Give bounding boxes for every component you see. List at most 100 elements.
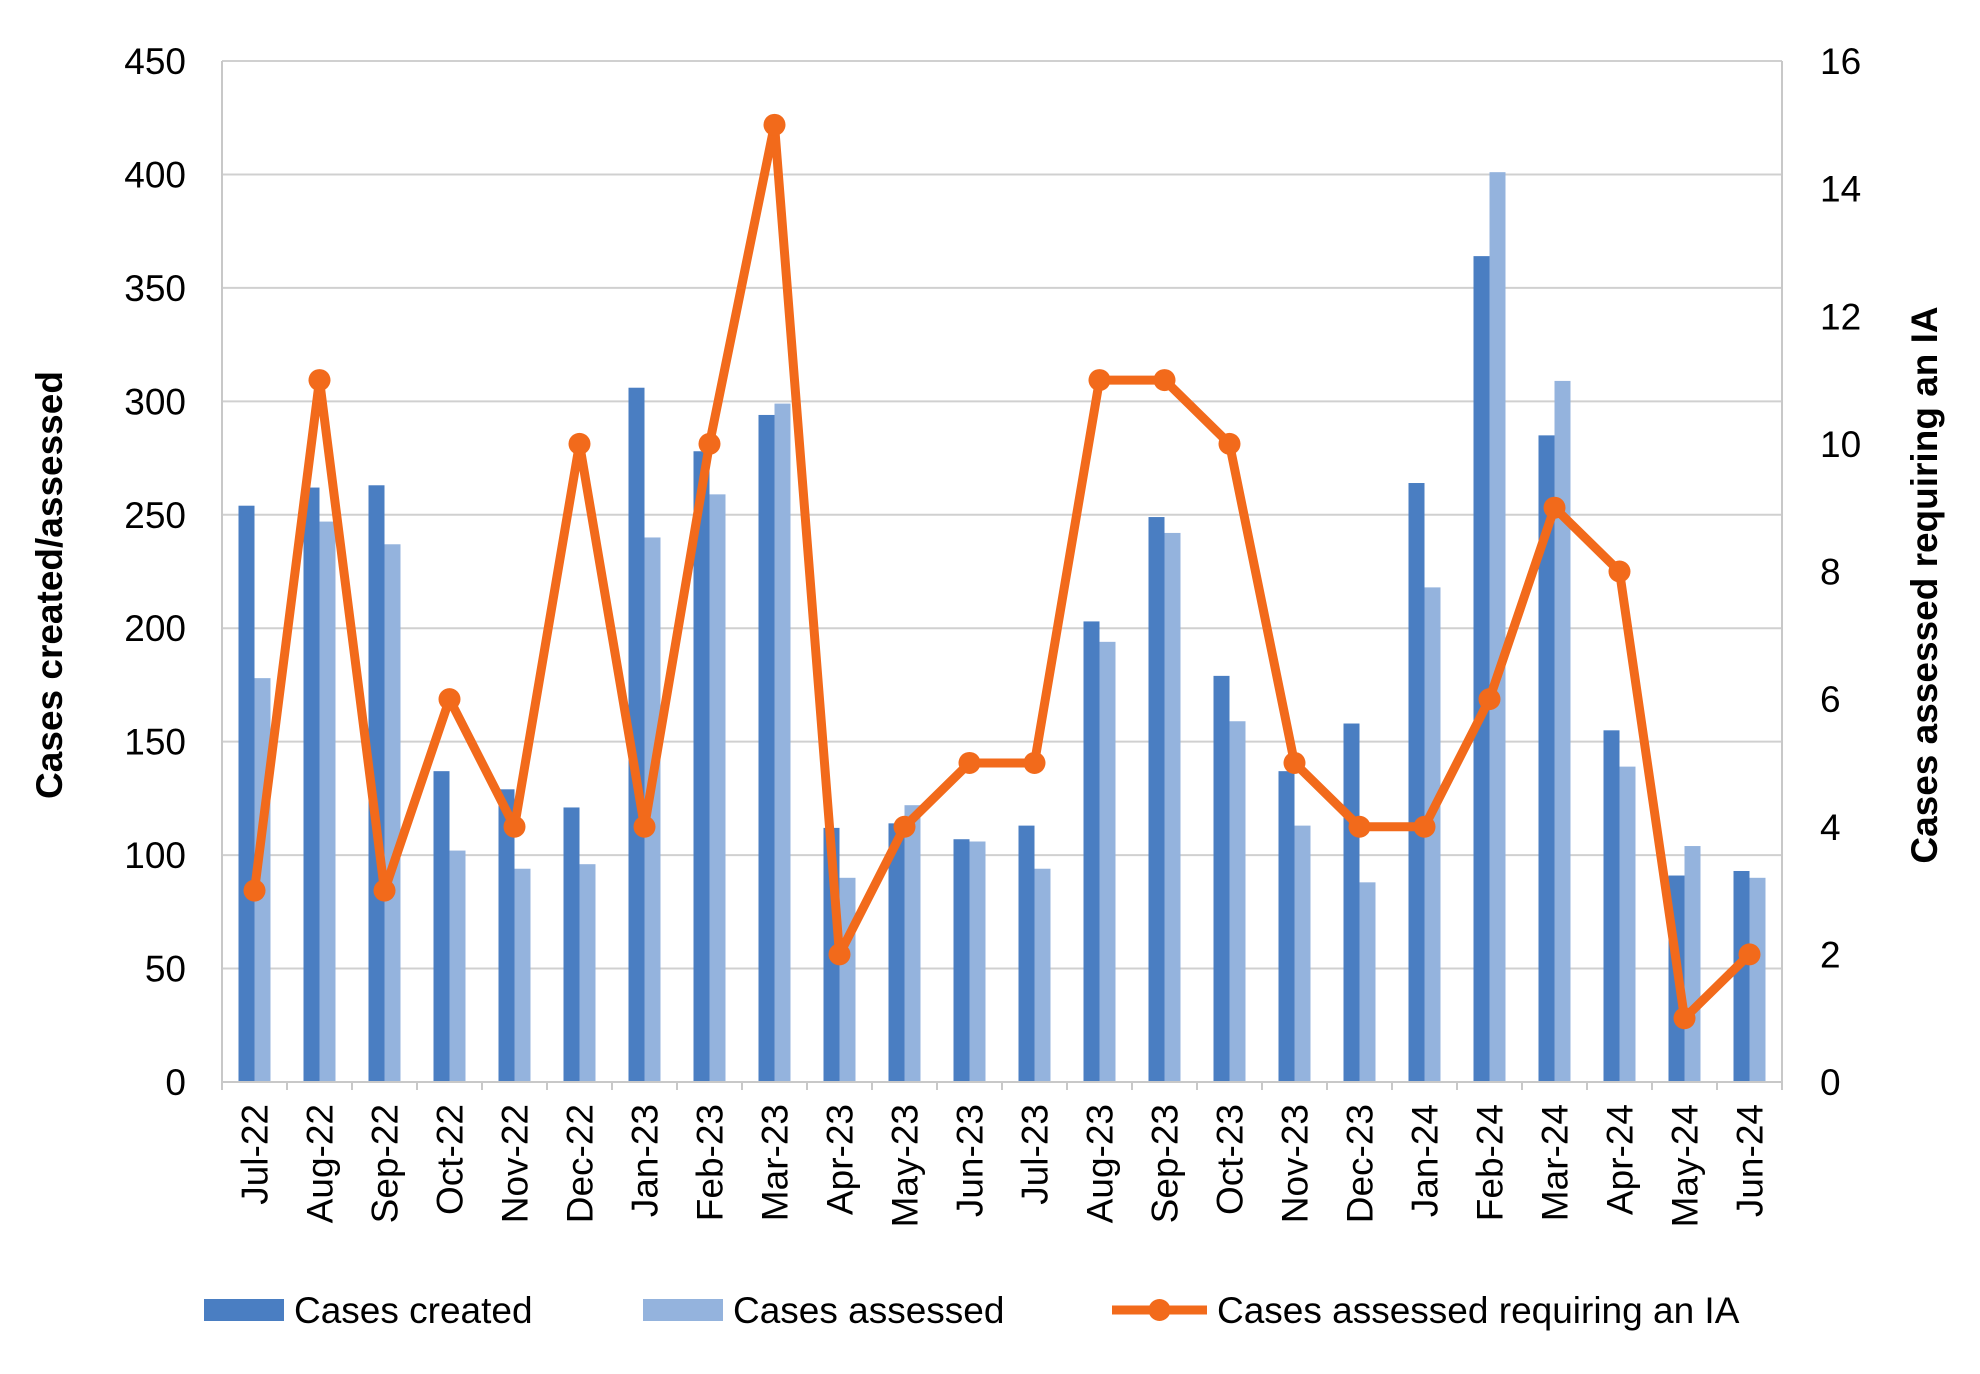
x-tick-label: Sep-22	[365, 1104, 406, 1223]
line-point	[1283, 751, 1306, 774]
bar-cases-assessed	[1619, 766, 1636, 1082]
bar-cases-assessed	[319, 521, 336, 1082]
line-point	[1673, 1007, 1696, 1030]
line-point	[1738, 943, 1761, 966]
bar-cases-assessed	[1424, 587, 1441, 1082]
bar-cases-assessed	[774, 403, 791, 1082]
bar-series	[238, 172, 1766, 1083]
bar-cases-assessed	[1749, 877, 1766, 1082]
bar-cases-created	[238, 505, 255, 1082]
y-tick-label: 100	[124, 835, 186, 876]
x-tick-label: Sep-23	[1145, 1104, 1186, 1223]
bar-cases-created	[1473, 256, 1490, 1082]
bar-cases-created	[1018, 825, 1035, 1082]
bar-cases-assessed	[969, 841, 986, 1082]
legend-label: Cases assessed requiring an IA	[1217, 1290, 1740, 1331]
y2-tick-label: 14	[1820, 169, 1861, 210]
y-tick-label: 150	[124, 722, 186, 763]
legend-item: Cases assessed requiring an IA	[1112, 1290, 1740, 1331]
bar-cases-created	[368, 485, 385, 1082]
x-axis-ticks: Jul-22 Aug-22 Sep-22 Oct-22 Nov-22 Dec-22 Jan-…	[235, 1104, 1771, 1227]
bar-cases-assessed	[449, 850, 466, 1082]
bar-cases-created	[1148, 517, 1165, 1082]
line-point	[1023, 751, 1046, 774]
bar-cases-created	[1213, 675, 1230, 1082]
line-point	[503, 815, 526, 838]
x-tick-label: Jun-24	[1730, 1104, 1771, 1217]
gridlines	[222, 60, 1782, 970]
line-point	[1543, 496, 1566, 519]
line-point	[893, 815, 916, 838]
legend: Cases created Cases assessed Cases assesse…	[204, 1290, 1740, 1331]
legend-marker	[1148, 1299, 1171, 1321]
y-tick-label: 50	[145, 949, 186, 990]
x-tick-label: Jul-23	[1015, 1104, 1056, 1205]
x-tick-label: Aug-23	[1080, 1104, 1121, 1223]
bar-cases-assessed	[384, 544, 401, 1082]
x-tick-label: Dec-22	[560, 1104, 601, 1223]
line-point	[828, 943, 851, 966]
legend-swatch	[643, 1299, 723, 1321]
bar-cases-created	[1343, 723, 1360, 1082]
bar-cases-assessed	[1099, 641, 1116, 1082]
y-axis-ticks: 0 50 100 150 200 250 300 350 400 450	[124, 41, 186, 1103]
legend-label: Cases assessed	[733, 1290, 1004, 1331]
y2-tick-label: 6	[1820, 679, 1841, 720]
bar-cases-created	[433, 771, 450, 1082]
bar-cases-assessed	[1034, 868, 1051, 1082]
line-ia-cases	[250, 120, 1753, 1023]
y2-tick-label: 10	[1820, 424, 1861, 465]
line-point	[958, 751, 981, 774]
bar-cases-assessed	[1684, 846, 1701, 1082]
line-point	[568, 432, 591, 455]
x-tick-label: May-24	[1665, 1104, 1706, 1227]
x-tick-label: Apr-24	[1600, 1104, 1641, 1215]
bar-cases-assessed	[904, 805, 921, 1082]
bar-cases-created	[1278, 771, 1295, 1082]
y2-tick-label: 2	[1820, 934, 1841, 975]
bar-cases-created	[303, 487, 320, 1082]
bar-cases-created	[628, 387, 645, 1083]
bar-cases-created	[953, 839, 970, 1082]
line-point	[308, 369, 331, 392]
bar-cases-created	[758, 414, 775, 1082]
bar-cases-assessed	[644, 537, 661, 1082]
bar-cases-assessed	[1489, 172, 1506, 1083]
legend-item: Cases created	[204, 1290, 533, 1331]
line-point	[1608, 560, 1631, 583]
line-point	[1153, 369, 1176, 392]
bar-cases-created	[693, 451, 710, 1082]
y2-tick-label: 0	[1820, 1062, 1841, 1103]
line-point	[1218, 432, 1241, 455]
y-axis-title: Cases created/assessed	[29, 371, 70, 799]
line-point	[1088, 369, 1111, 392]
line-point	[698, 432, 721, 455]
bar-cases-created	[563, 807, 580, 1082]
y-tick-label: 350	[124, 268, 186, 309]
bar-cases-created	[1408, 483, 1425, 1083]
bar-cases-assessed	[1359, 882, 1376, 1082]
line-point	[1478, 688, 1501, 711]
y-tick-label: 300	[124, 381, 186, 422]
y-tick-label: 400	[124, 154, 186, 195]
bar-cases-created	[1733, 870, 1750, 1082]
bar-cases-created	[1538, 435, 1555, 1082]
bar-cases-created	[888, 823, 905, 1082]
x-tick-label: Jun-23	[950, 1104, 991, 1217]
x-tick-label: May-23	[885, 1104, 926, 1227]
x-tick-label: Dec-23	[1340, 1104, 1381, 1223]
legend-label: Cases created	[294, 1290, 533, 1331]
x-tick-label: Apr-23	[820, 1104, 861, 1215]
bar-cases-created	[1083, 621, 1100, 1082]
bar-cases-assessed	[709, 494, 726, 1082]
line-point	[633, 815, 656, 838]
y2-tick-label: 8	[1820, 552, 1841, 593]
bar-cases-assessed	[1164, 532, 1181, 1082]
legend-item: Cases assessed	[643, 1290, 1004, 1331]
axes	[221, 61, 1783, 1090]
y2-tick-label: 12	[1820, 296, 1861, 337]
x-tick-label: Feb-24	[1470, 1104, 1511, 1221]
x-tick-label: Nov-22	[495, 1104, 536, 1223]
